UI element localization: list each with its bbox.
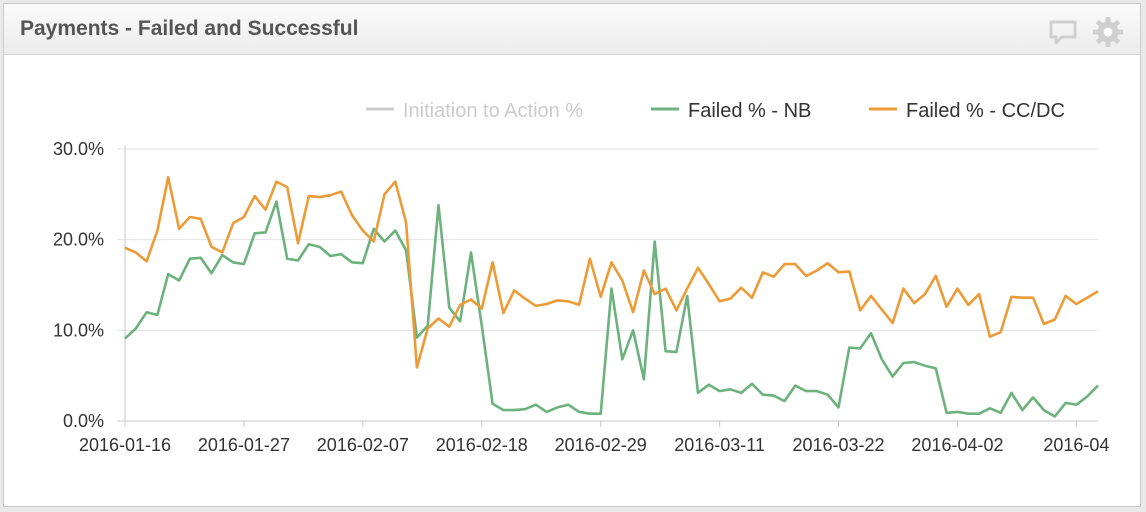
y-axis: 0.0% 10.0% 20.0% 30.0% — [53, 139, 126, 431]
legend-item-initiation[interactable]: Initiation to Action % — [366, 100, 583, 122]
legend: Initiation to Action % Failed % - NB Fai… — [366, 100, 1065, 122]
gear-icon[interactable] — [1092, 16, 1124, 48]
panel-title: Payments - Failed and Successful — [20, 17, 359, 40]
panel-header: Payments - Failed and Successful — [4, 4, 1140, 55]
series-line-nb[interactable] — [124, 200, 1099, 418]
y-tick-label: 20.0% — [53, 230, 104, 250]
legend-label-nb: Failed % - NB — [688, 100, 811, 122]
x-tick-label: 2016-03-22 — [792, 435, 884, 455]
x-tick-label: 2016-04-02 — [911, 435, 1003, 455]
gridlines — [117, 148, 1098, 422]
y-tick-label: 10.0% — [53, 320, 104, 340]
x-tick-label: 2016-04 — [1043, 435, 1109, 455]
legend-label-initiation: Initiation to Action % — [403, 100, 583, 122]
y-tick-label: 30.0% — [53, 139, 104, 159]
x-tick-label: 2016-02-18 — [436, 435, 528, 455]
x-tick-label: 2016-01-27 — [198, 435, 290, 455]
x-tick-label: 2016-03-11 — [674, 435, 765, 455]
x-axis: 2016-01-16 2016-01-27 2016-02-07 2016-02-18… — [79, 421, 1109, 455]
x-tick-label: 2016-02-07 — [317, 435, 409, 455]
x-tick-label: 2016-01-16 — [79, 435, 171, 455]
legend-label-ccdc: Failed % - CC/DC — [906, 100, 1065, 122]
x-tick-label: 2016-02-29 — [555, 435, 647, 455]
chart-panel: Payments - Failed and Successful — [3, 3, 1141, 507]
comment-icon[interactable] — [1047, 16, 1079, 48]
legend-item-ccdc[interactable]: Failed % - CC/DC — [869, 100, 1065, 122]
y-tick-label: 0.0% — [63, 411, 104, 431]
series-line-ccdc[interactable] — [124, 175, 1099, 369]
series-lines — [124, 175, 1099, 418]
legend-item-nb[interactable]: Failed % - NB — [651, 100, 811, 122]
